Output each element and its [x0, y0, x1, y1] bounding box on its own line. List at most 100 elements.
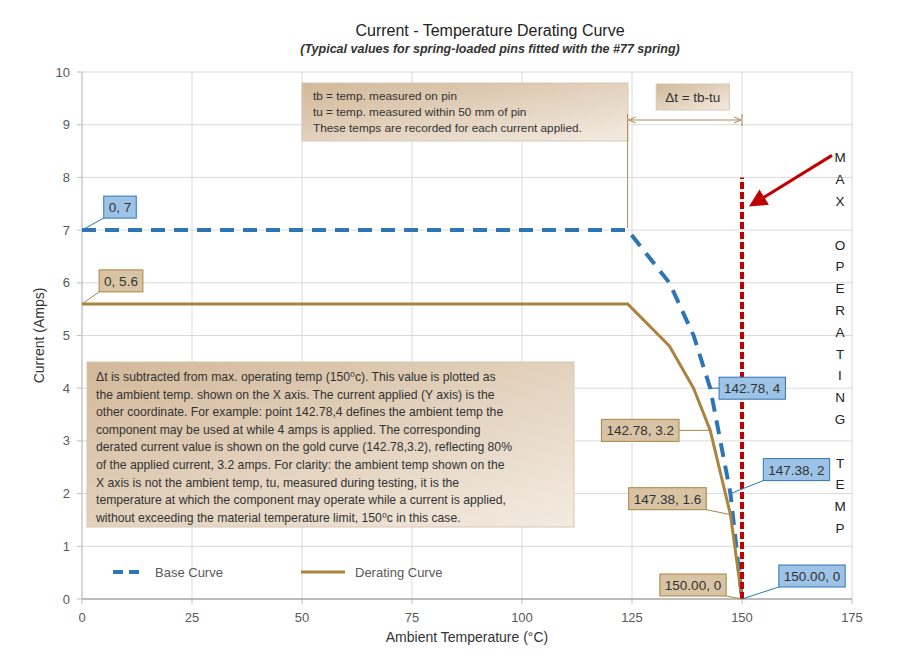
max-temp-letter: P	[835, 521, 844, 536]
max-temp-letter: T	[836, 456, 844, 471]
definition-line: tb = temp. measured on pin	[313, 89, 457, 103]
y-tick-label: 4	[63, 381, 70, 396]
label-pointer	[679, 430, 710, 431]
value-label: 150.00, 0	[660, 574, 742, 599]
y-tick	[77, 335, 82, 336]
y-grid-line	[82, 282, 852, 283]
y-tick	[77, 72, 82, 73]
label-box	[763, 459, 829, 481]
bracket-arrow	[629, 120, 741, 121]
y-tick-label: 0	[63, 592, 70, 607]
x-tick-label: 100	[511, 610, 533, 625]
y-tick-label: 1	[63, 539, 70, 554]
label-text: 0, 5.6	[104, 274, 138, 289]
label-pointer	[706, 510, 730, 515]
note-line: derated current value is shown on the go…	[96, 440, 512, 454]
legend-swatch	[113, 570, 145, 574]
x-tick	[192, 599, 193, 604]
label-text: 150.00, 0	[665, 578, 721, 593]
max-temp-letter: T	[836, 347, 844, 362]
label-box	[104, 196, 137, 218]
max-temp-label: MAX OPERATING TEMP	[834, 150, 845, 536]
x-axis-label: Ambient Temperature (°C)	[386, 629, 549, 645]
y-tick	[77, 493, 82, 494]
note-line: component may be used at while 4 amps is…	[96, 423, 481, 437]
note-line: Δt is subtracted from max. operating tem…	[96, 370, 496, 384]
y-tick	[77, 230, 82, 231]
y-tick-label: 9	[63, 117, 70, 132]
value-label: 147.38, 1.6	[629, 488, 731, 515]
label-pointer	[710, 388, 719, 389]
x-tick	[412, 599, 413, 604]
y-tick-label: 3	[63, 433, 70, 448]
title: Current - Temperature Derating Curve	[355, 22, 624, 39]
note-line: X axis is not the ambient temp, tu, meas…	[96, 476, 459, 490]
max-temp-letter: A	[835, 172, 844, 187]
label-pointer	[730, 481, 763, 494]
y-tick	[77, 177, 82, 178]
label-text: 142.78, 4	[724, 381, 781, 396]
delta-t-bg	[656, 84, 729, 110]
y-tick	[77, 599, 82, 600]
max-temp-letter: E	[835, 477, 844, 492]
definition-line: These temps are recorded for each curren…	[313, 121, 582, 135]
x-tick	[302, 599, 303, 604]
chart: Current - Temperature Derating Curve(Typ…	[0, 0, 910, 668]
label-box	[629, 488, 707, 510]
value-label: 0, 5.6	[82, 270, 143, 304]
max-temp-letter: R	[835, 303, 845, 318]
page: {"chart_data": { "type": "line", "title"…	[0, 0, 910, 668]
y-tick	[77, 440, 82, 441]
value-label: 142.78, 3.2	[601, 419, 710, 441]
x-tick-label: 125	[621, 610, 643, 625]
label-box	[660, 574, 726, 596]
y-axis-line	[82, 72, 83, 599]
y-tick-label: 6	[63, 275, 70, 290]
max-temp-letter: A	[835, 325, 844, 340]
y-tick-label: 10	[56, 65, 70, 80]
y-axis-label: Current (Amps)	[31, 288, 47, 384]
x-tick-label: 50	[295, 610, 309, 625]
y-tick	[77, 546, 82, 547]
y-grid-line	[82, 335, 852, 336]
x-axis-line	[82, 599, 852, 600]
x-tick-label: 75	[405, 610, 419, 625]
x-tick-label: 150	[731, 610, 753, 625]
definition-line: tu = temp. measured within 50 mm of pin	[313, 105, 526, 119]
max-temp-letter: I	[838, 368, 842, 383]
note-line: without exceeding the material temperatu…	[95, 511, 461, 525]
value-label: 150.00, 0	[742, 565, 845, 599]
y-tick	[77, 282, 82, 283]
value-label: 142.78, 4	[710, 377, 785, 399]
value-label: 147.38, 2	[730, 459, 829, 494]
label-text: 142.78, 3.2	[606, 423, 674, 438]
note-line: other coordinate. For example: point 142…	[96, 405, 503, 419]
label-box	[779, 565, 845, 587]
note-line: temperature at which the component may o…	[96, 493, 506, 507]
label-box	[719, 377, 785, 399]
max-temp-letter: E	[835, 281, 844, 296]
max-temp-letter: X	[835, 194, 844, 209]
note-line: the ambient temp. shown on the X axis. T…	[96, 388, 495, 402]
legend-label: Derating Curve	[355, 565, 442, 580]
x-tick	[852, 599, 853, 604]
max-temp-arrow	[754, 155, 832, 203]
bracket-right	[742, 114, 743, 126]
x-grid-line	[742, 72, 743, 599]
y-tick	[77, 124, 82, 125]
max-temp-letter: P	[835, 259, 844, 274]
note-line: of the applied current, 3.2 amps. For cl…	[96, 458, 505, 472]
label-pointer	[742, 587, 779, 599]
y-grid-line	[82, 599, 852, 600]
max-temp-letter: O	[835, 238, 846, 253]
max-temp-letter	[838, 434, 842, 449]
label-pointer	[726, 596, 742, 599]
note-bg	[87, 362, 574, 527]
note-box: Δt is subtracted from max. operating tem…	[87, 362, 574, 527]
label-pointer	[82, 292, 99, 304]
value-label: 0, 7	[82, 196, 136, 230]
x-tick-label: 175	[841, 610, 863, 625]
plot-area	[82, 177, 742, 599]
y-grid-line	[82, 177, 852, 178]
definitions-box: tb = temp. measured on pin tu = temp. mea…	[302, 83, 628, 141]
